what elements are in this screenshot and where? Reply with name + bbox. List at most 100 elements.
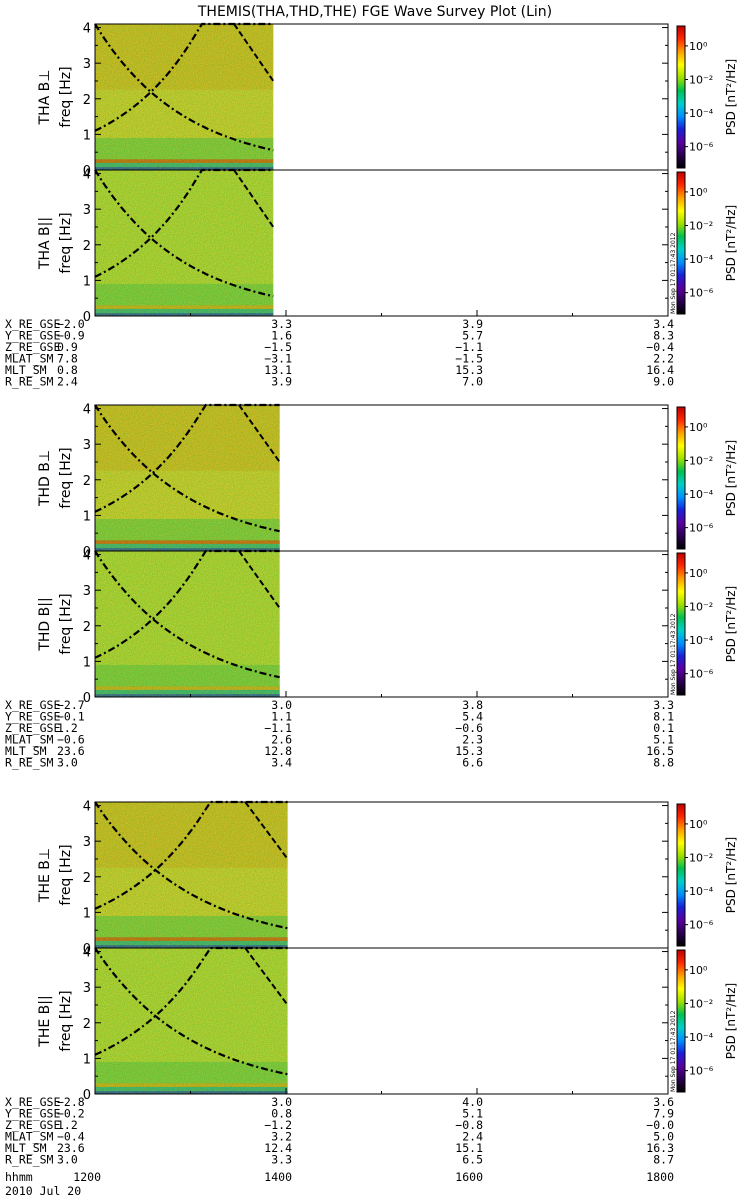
spectrogram-panel: 0 1 2 3 4 THD B|| freq [Hz] 10⁰ 10⁻² 10⁻⁴ 10⁻⁶ PSD … <box>37 549 738 706</box>
y-tick-label: 0 <box>83 164 91 179</box>
colorbar-tick-label: 10⁻² <box>689 851 713 864</box>
colorbar <box>677 407 685 549</box>
ephemeris-value: −0.6 <box>455 721 483 735</box>
ephemeris-value: −1.1 <box>455 340 483 354</box>
colorbar <box>677 553 685 695</box>
gyro-curve-segment <box>244 801 289 860</box>
spectrogram-texture-warm <box>95 551 280 697</box>
ephemeris-value: 12.4 <box>264 1141 292 1155</box>
ephemeris-value: −0.6 <box>57 733 85 747</box>
ephemeris-value: −0.2 <box>57 1107 85 1121</box>
colorbar-tick-label: 10⁻⁴ <box>689 1031 714 1044</box>
colorbar-tick-label: 10⁻⁴ <box>689 634 714 647</box>
ephemeris-value: 8.8 <box>653 756 674 770</box>
y-tick-label: 4 <box>83 403 91 418</box>
ephemeris-value: 3.2 <box>271 1130 292 1144</box>
y-axis-label: freq [Hz] <box>58 66 74 127</box>
gyro-curve-falling <box>94 404 280 533</box>
gyro-curve-segment <box>233 23 275 82</box>
spectrogram-texture-warm <box>95 802 288 948</box>
ephemeris-value: 6.6 <box>462 756 483 770</box>
ephemeris-label: X_RE_GSE <box>5 317 60 331</box>
ephemeris-label: MLT_SM <box>5 1141 47 1155</box>
ephemeris-value: 16.3 <box>646 1141 674 1155</box>
ephemeris-value: 1.2 <box>57 721 78 735</box>
colorbar-frame <box>676 949 686 1093</box>
ephemeris-label: MLAT_SM <box>5 1130 54 1144</box>
y-tick-label: 1 <box>83 906 91 921</box>
ephemeris-value: 3.3 <box>653 698 674 712</box>
spectrogram-texture-warm <box>95 24 274 170</box>
ephemeris-value: 0.1 <box>653 721 674 735</box>
y-tick-label: 1 <box>83 128 91 143</box>
gyro-curve-falling <box>94 550 280 679</box>
ephemeris-value: 3.4 <box>271 756 292 770</box>
ephemeris-value: 3.8 <box>462 698 483 712</box>
spectrogram-panel: 0 1 2 3 4 THA B|| freq [Hz] 10⁰ 10⁻² 10⁻⁴ 10⁻⁶ PSD … <box>37 168 738 325</box>
colorbar-label: PSD [nT²/Hz] <box>724 983 738 1059</box>
colorbar-tick-label: 10⁰ <box>689 186 708 199</box>
panel-name: THA B⊥ <box>37 70 53 126</box>
time-tick-label: 1800 <box>646 1170 674 1184</box>
colorbar-label: PSD [nT²/Hz] <box>724 205 738 281</box>
colorbar-tick-label: 10⁻⁴ <box>689 488 714 501</box>
ephemeris-value: 5.4 <box>462 710 483 724</box>
timestamp-stamp: Mon Sep 17 01:17:43 2012 <box>670 1010 677 1092</box>
y-tick-label: 2 <box>83 871 91 886</box>
ephemeris-value: −1.2 <box>264 1118 292 1132</box>
colorbar-frame <box>676 171 686 315</box>
ephemeris-value: −3.1 <box>264 352 292 366</box>
ephemeris-value: −0.8 <box>455 1118 483 1132</box>
ephemeris-value: −0.4 <box>57 1130 85 1144</box>
panel-name: THD B⊥ <box>37 450 53 507</box>
y-tick-label: 0 <box>83 1088 91 1103</box>
ephemeris-value: 3.9 <box>271 375 292 389</box>
y-tick-label: 3 <box>83 203 91 218</box>
spectrogram-texture-warm <box>95 948 288 1094</box>
gyro-curve-segment <box>244 947 289 1006</box>
spectrogram-panel: 0 1 2 3 4 THE B|| freq [Hz] 10⁰ 10⁻² 10⁻⁴ 10⁻⁶ PSD … <box>37 946 738 1103</box>
ephemeris-value: −0.0 <box>646 1118 674 1132</box>
ephemeris-value: 1.1 <box>271 710 292 724</box>
ephemeris-value: 0.8 <box>57 363 78 377</box>
colorbar-tick-label: 10⁰ <box>689 421 708 434</box>
colorbar-label: PSD [nT²/Hz] <box>724 440 738 516</box>
ephemeris-value: 5.1 <box>653 733 674 747</box>
ephemeris-label: MLAT_SM <box>5 352 54 366</box>
ephemeris-value: 12.8 <box>264 744 292 758</box>
colorbar <box>677 804 685 946</box>
ephemeris-value: −0.4 <box>646 340 674 354</box>
y-tick-label: 0 <box>83 545 91 560</box>
y-axis-label: freq [Hz] <box>58 447 74 508</box>
ephemeris-label: MLAT_SM <box>5 733 54 747</box>
colorbar-tick-label: 10⁰ <box>689 964 708 977</box>
gyro-curve-segment <box>238 404 281 463</box>
ephemeris-value: −1.5 <box>264 340 292 354</box>
y-axis-label: freq [Hz] <box>58 212 74 273</box>
colorbar-tick-label: 10⁰ <box>689 567 708 580</box>
ephemeris-value: 4.0 <box>462 1095 483 1109</box>
ephemeris-label: Y_RE_GSE <box>5 329 60 343</box>
y-tick-label: 3 <box>83 57 91 72</box>
ephemeris-value: 2.2 <box>653 352 674 366</box>
ephemeris-value: 13.1 <box>264 363 292 377</box>
colorbar-frame <box>676 803 686 947</box>
y-tick-label: 0 <box>83 691 91 706</box>
spectrogram-panel: 0 1 2 3 4 THE B⊥ freq [Hz] 10⁰ 10⁻² 10⁻⁴ 10⁻⁶ PSD [… <box>37 800 738 957</box>
y-axis-label: freq [Hz] <box>58 844 74 905</box>
ephemeris-value: 23.6 <box>57 1141 85 1155</box>
ephemeris-value: −1.1 <box>264 721 292 735</box>
ephemeris-value: 8.7 <box>653 1153 674 1167</box>
colorbar-tick-label: 10⁻² <box>689 73 713 86</box>
y-tick-label: 2 <box>83 1017 91 1032</box>
ephemeris-value: 1.6 <box>271 329 292 343</box>
colorbar-tick-label: 10⁻⁴ <box>689 253 714 266</box>
ephemeris-label: X_RE_GSE <box>5 698 60 712</box>
y-tick-label: 2 <box>83 239 91 254</box>
y-axis-label: freq [Hz] <box>58 990 74 1051</box>
y-tick-label: 3 <box>83 584 91 599</box>
ephemeris-value: 3.0 <box>57 1153 78 1167</box>
ephemeris-value: −2.8 <box>57 1095 85 1109</box>
gyro-curve-segment <box>238 550 281 609</box>
